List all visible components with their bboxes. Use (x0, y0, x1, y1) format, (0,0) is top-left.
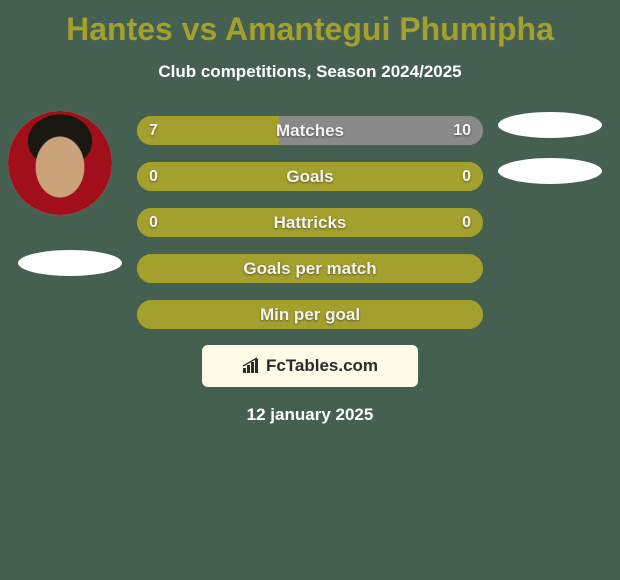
stat-bar: Matches7 10 (137, 116, 483, 145)
bar-label: Min per goal (137, 300, 483, 329)
player-left-avatar (8, 111, 112, 215)
flag-oval-icon (498, 112, 602, 138)
flag-oval-icon (498, 158, 602, 184)
bar-value-right: 0 (462, 208, 471, 237)
player-right-flag-1 (498, 112, 602, 138)
stat-bar: Goals per match (137, 254, 483, 283)
comparison-card: Hantes vs Amantegui Phumipha Club compet… (0, 0, 620, 580)
flag-oval-icon (18, 250, 122, 276)
player-left-flag (18, 250, 122, 276)
stats-bars: Matches710Goals00Hattricks00Goals per ma… (137, 116, 483, 329)
bar-label: Goals per match (137, 254, 483, 283)
player-right-flag-2 (498, 158, 602, 184)
bar-label: Matches (137, 116, 483, 145)
branding-badge: FcTables.com (202, 345, 418, 387)
bar-value-right: 10 (453, 116, 471, 145)
bar-value-left: 7 (149, 116, 158, 145)
bar-label: Goals (137, 162, 483, 191)
page-title: Hantes vs Amantegui Phumipha (0, 0, 620, 48)
branding-text: FcTables.com (266, 356, 378, 376)
bar-value-left: 0 (149, 162, 158, 191)
stat-bar: Goals0 0 (137, 162, 483, 191)
subtitle: Club competitions, Season 2024/2025 (0, 62, 620, 82)
date-label: 12 january 2025 (0, 405, 620, 425)
bar-value-right: 0 (462, 162, 471, 191)
stat-bar: Min per goal (137, 300, 483, 329)
bar-label: Hattricks (137, 208, 483, 237)
bar-chart-icon (242, 357, 260, 375)
content-area: Matches710Goals00Hattricks00Goals per ma… (0, 116, 620, 425)
bar-value-left: 0 (149, 208, 158, 237)
stat-bar: Hattricks0 0 (137, 208, 483, 237)
